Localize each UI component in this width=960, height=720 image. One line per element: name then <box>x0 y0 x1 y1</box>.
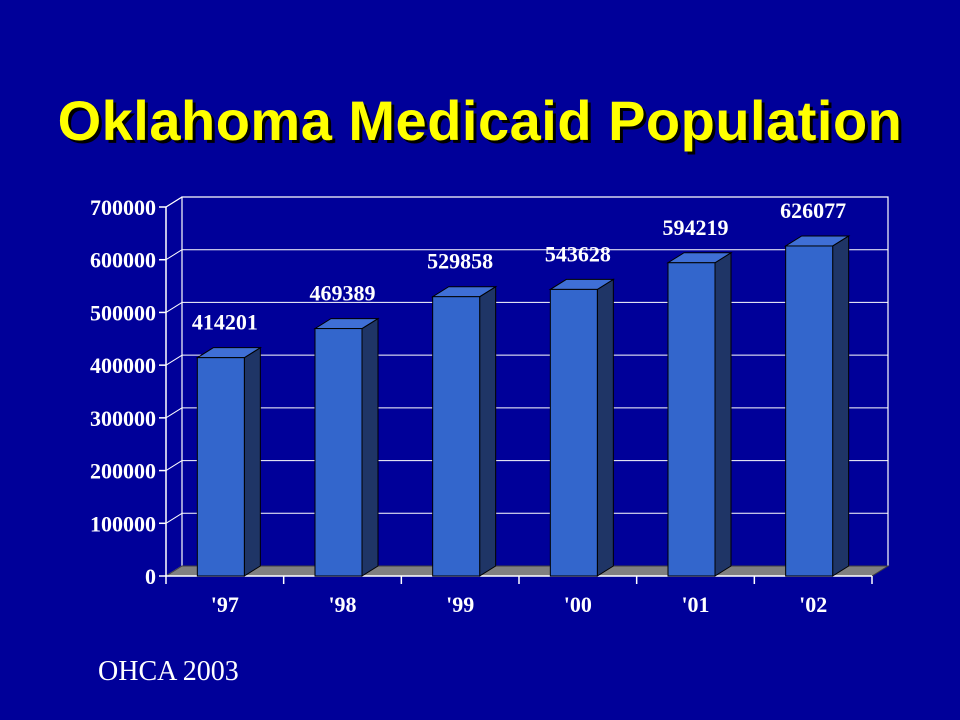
gridline-side <box>165 249 183 261</box>
y-tick-label: 600000 <box>90 248 156 273</box>
back-wall <box>181 196 889 566</box>
y-tick-label: 0 <box>145 564 156 589</box>
bar-side <box>714 251 732 577</box>
data-label: 414201 <box>192 310 258 335</box>
bar-side <box>832 235 850 577</box>
bar <box>314 328 363 577</box>
y-tick-label: 200000 <box>90 459 156 484</box>
gridlines <box>165 196 888 577</box>
bars <box>195 235 851 577</box>
x-tick-label: '01 <box>681 592 709 617</box>
x-tick-label: '02 <box>799 592 827 617</box>
chart-floor <box>164 565 890 577</box>
bar-side <box>479 285 497 577</box>
y-tick-label: 300000 <box>90 406 156 431</box>
chart-walls <box>181 196 889 566</box>
gridline-side <box>165 302 183 313</box>
gridline-side <box>165 354 183 366</box>
y-tick-label: 500000 <box>90 300 156 325</box>
bar <box>785 245 834 577</box>
chart-title: Oklahoma Medicaid Population <box>57 89 903 152</box>
gridline-side <box>165 407 183 419</box>
bar-side <box>243 346 261 577</box>
bar-side <box>361 317 379 577</box>
data-label: 626077 <box>780 198 846 223</box>
y-tick-label: 100000 <box>90 511 156 536</box>
source-note: OHCA 2003 <box>98 656 239 687</box>
labels: 0 100000 200000 300000 400000 500000 600000 700… <box>90 195 846 617</box>
bar <box>432 296 481 577</box>
data-label: 469389 <box>310 281 376 306</box>
y-tick-label: 400000 <box>90 353 156 378</box>
x-tick-label: '98 <box>328 592 356 617</box>
y-tick-label: 700000 <box>90 195 156 220</box>
bar <box>667 262 716 577</box>
gridline-side <box>165 512 183 524</box>
data-label: 594219 <box>663 215 729 240</box>
floor-plane <box>164 565 890 577</box>
x-tick-label: '00 <box>564 592 592 617</box>
bar-side <box>596 278 614 577</box>
x-tick-label: '97 <box>211 592 239 617</box>
axes <box>159 196 873 584</box>
x-tick-label: '99 <box>446 592 474 617</box>
y-axis-top <box>165 196 183 208</box>
data-label: 543628 <box>545 241 611 266</box>
bar <box>549 288 598 577</box>
gridline-side <box>165 460 183 471</box>
data-label: 529858 <box>427 249 493 274</box>
bar <box>196 357 245 577</box>
